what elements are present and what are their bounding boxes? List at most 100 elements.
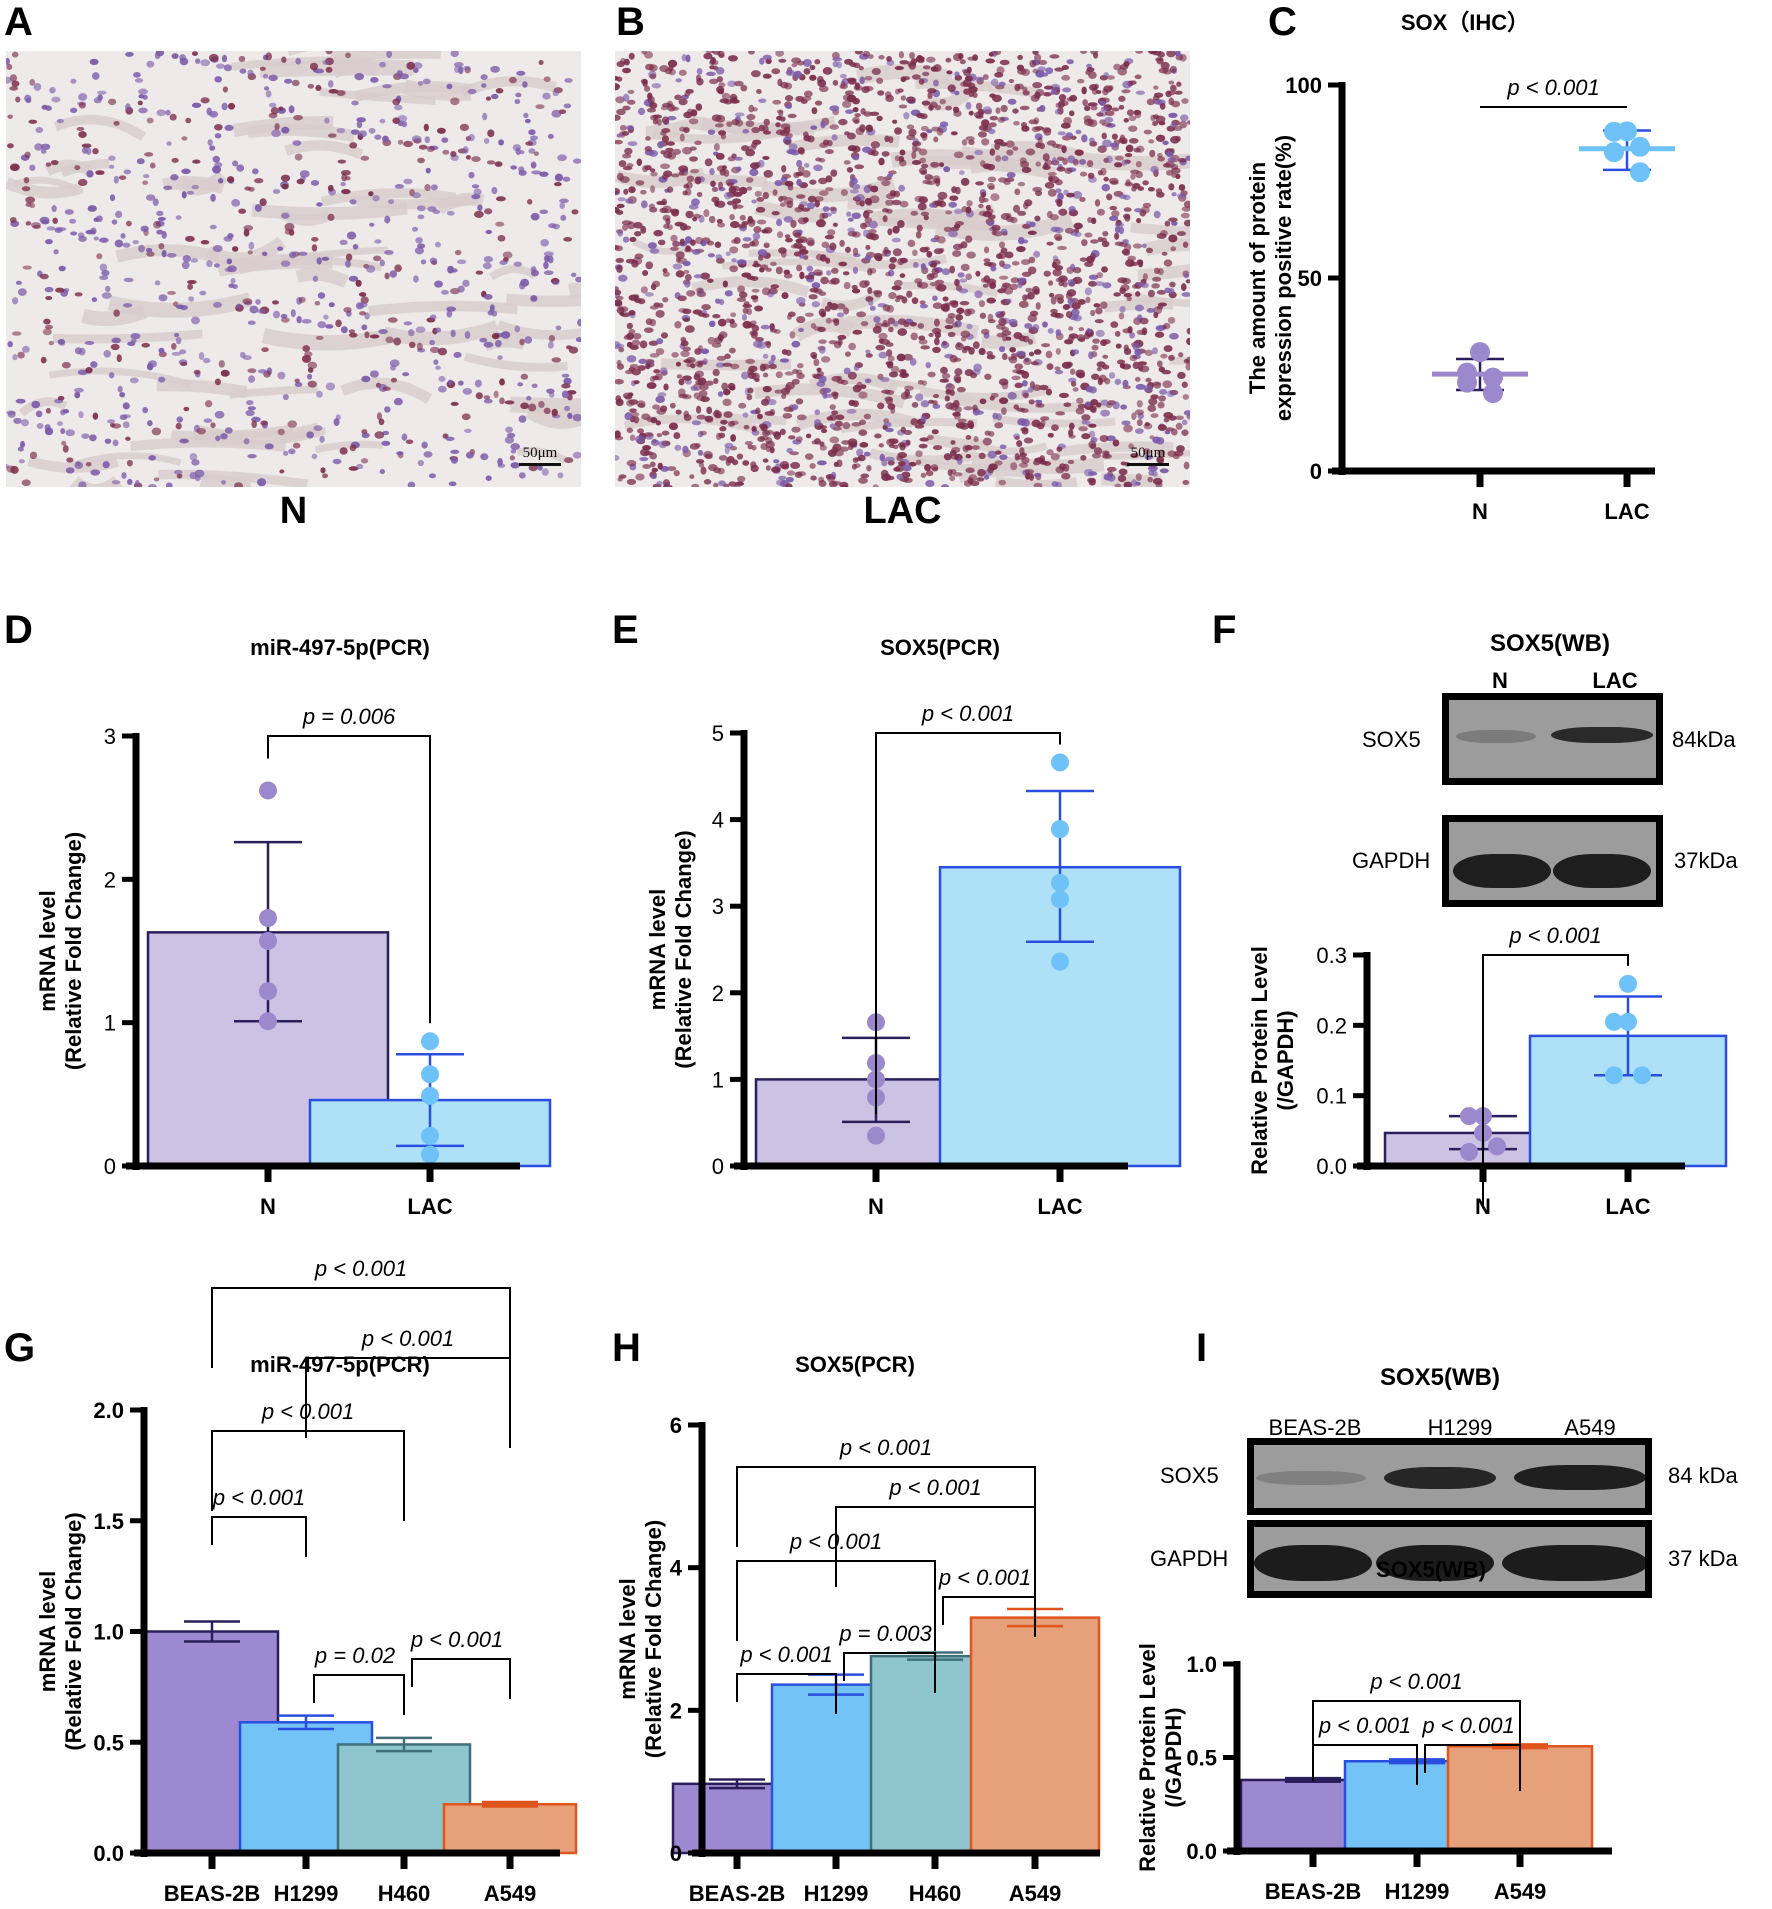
band [1384,1467,1496,1489]
p-value-label: p = 0.02 [314,1643,395,1668]
blot-overlay-text: SOX5(WB) [1376,1557,1486,1582]
y-tick-label: 1.5 [93,1509,124,1534]
blot-row-label: SOX5 [1160,1463,1219,1488]
ihc-caption-normal: N [279,490,308,532]
blot-gapdh-strip: SOX5(WB) [1247,1520,1652,1598]
p-value-label: p < 0.001 [1369,1669,1462,1694]
y-tick-label: 0.2 [1316,1013,1347,1038]
chart-f: Relative Protein Level (/GAPDH) 0.0 0.1 0.2 0… [1247,923,1728,1219]
x-tick-label: LAC [1037,1194,1082,1219]
x-tick-label: N [1472,499,1488,524]
data-point [421,1032,439,1051]
band [1256,1471,1366,1485]
y-tick-label: 0 [712,1154,724,1179]
data-point [1488,1137,1506,1156]
tissue-texture [6,51,581,487]
data-point [421,1145,439,1164]
bar [969,1616,1101,1855]
p-value-label: p < 0.001 [361,1326,454,1351]
y-tick-label: 1.0 [1186,1652,1217,1677]
data-point [1630,162,1650,183]
blot-row-label: GAPDH [1352,848,1431,873]
y-tick-label: 3 [712,894,724,919]
p-value-label: p < 0.001 [1506,75,1599,100]
blot-sox5-strip [1247,1438,1652,1515]
x-tick-label: BEAS-2B [164,1881,261,1906]
data-point [421,1126,439,1145]
y-axis-label: (Relative Fold Change) [671,830,696,1068]
panel-letter-h: H [612,1326,641,1370]
ihc-image-normal: 50μm [6,51,581,487]
data-point [259,781,277,800]
lane-label: BEAS-2B [1268,1415,1362,1440]
p-value-label: p < 0.001 [1421,1713,1514,1738]
y-axis-label: (/GAPDH) [1161,1707,1186,1807]
data-point [421,1086,439,1105]
data-point [1619,974,1637,993]
data-point [259,982,277,1001]
blot-row-label: GAPDH [1150,1546,1229,1571]
scale-bar-label: 50μm [1130,445,1166,461]
panel-letter-a: A [4,0,33,44]
y-axis-label: (/GAPDH) [1273,1010,1298,1110]
p-value-label: p < 0.001 [739,1642,832,1667]
y-tick-label: 4 [712,808,724,833]
chart-i: Relative Protein Level (/GAPDH) 0.0 0.5 1.0 B… [1135,1643,1612,1904]
data-point [1605,1012,1623,1031]
panel-letter-g: G [4,1326,36,1370]
y-axis-label: mRNA level [35,890,60,1011]
p-value-label: p < 0.001 [261,1399,354,1424]
band [1553,854,1651,888]
ihc-caption-lac: LAC [863,490,942,532]
p-value-label: p < 0.001 [921,701,1014,726]
data-point [867,1126,885,1145]
data-point [1051,890,1069,909]
x-tick-label: BEAS-2B [689,1881,786,1906]
blot-row-label: SOX5 [1362,727,1421,752]
panel-letter-d: D [4,608,33,652]
x-tick-label: N [868,1194,884,1219]
p-value-label: p = 0.003 [838,1621,932,1646]
y-axis-label: mRNA level [645,889,670,1010]
data-point [1483,383,1503,404]
y-tick-label: 0 [670,1841,682,1866]
x-tick-label: N [260,1194,276,1219]
blot-title: SOX5(WB) [1380,1364,1500,1391]
data-point [1633,1066,1651,1085]
bar [442,1803,578,1855]
y-axis-label: The amount of protein [1245,162,1270,394]
x-tick-label: H1299 [1385,1879,1450,1904]
y-tick-label: 0.0 [1186,1839,1217,1864]
panel-letter-i: I [1196,1326,1208,1370]
x-tick-label: A549 [484,1881,537,1906]
band [1453,854,1551,888]
x-tick-label: LAC [1605,1194,1650,1219]
chart-title: miR-497-5p(PCR) [250,1352,430,1377]
y-tick-label: 5 [712,721,724,746]
blot-size-label: 37 kDa [1668,1546,1738,1571]
y-axis-label: mRNA level [615,1578,640,1699]
y-axis-label: mRNA level [35,1571,60,1692]
y-axis-label: Relative Protein Level [1247,946,1272,1175]
data-point [1604,142,1624,163]
y-tick-label: 0.1 [1316,1084,1347,1109]
data-point [1619,1012,1637,1031]
chart-h: SOX5(PCR) mRNA level (Relative Fold Change… [615,1352,1101,1906]
data-point [1051,873,1069,892]
y-tick-label: 0 [104,1154,116,1179]
band [1514,1465,1645,1490]
x-tick-label: H1299 [804,1881,869,1906]
y-axis-label: (Relative Fold Change) [61,1512,86,1750]
data-point [259,1012,277,1031]
y-tick-label: 0.3 [1316,943,1347,968]
p-value-label: p < 0.001 [212,1485,305,1510]
data-point [1051,820,1069,839]
data-point [1051,952,1069,971]
y-axis-label: expression positive rate(%) [1271,135,1296,421]
data-point [259,931,277,950]
y-tick-label: 2 [104,867,116,892]
x-tick-label: A549 [1494,1879,1547,1904]
y-tick-label: 2 [712,981,724,1006]
chart-g: miR-497-5p(PCR) mRNA level (Relative Fold … [35,1256,578,1906]
y-tick-label: 1 [104,1011,116,1036]
